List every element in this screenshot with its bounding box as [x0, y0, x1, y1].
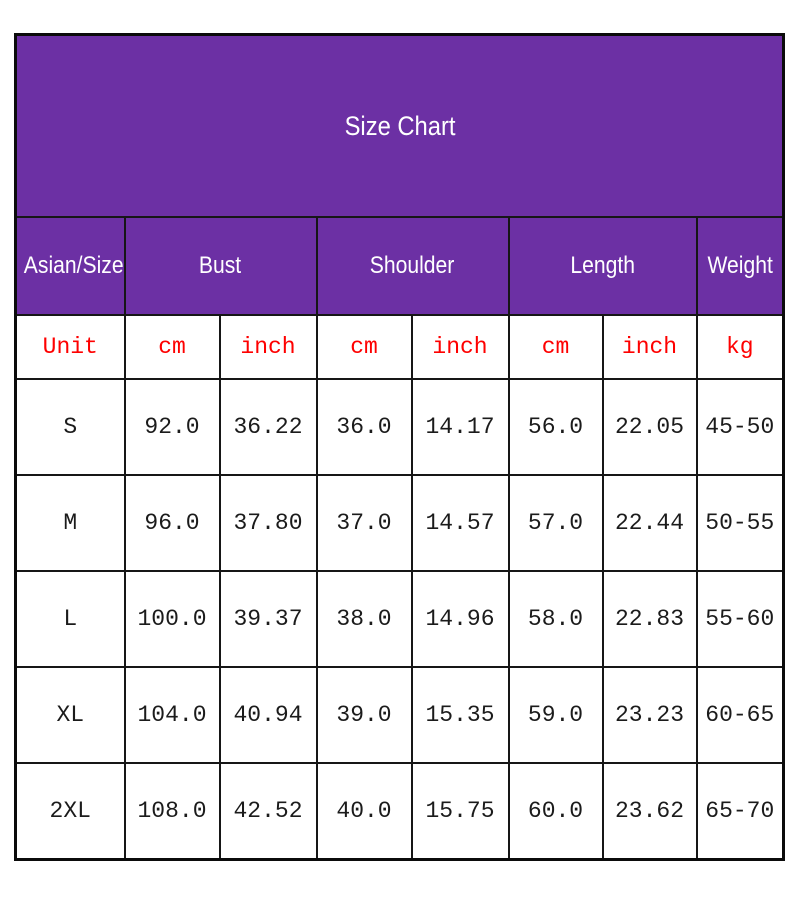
value-cell: 15.75	[410, 762, 510, 861]
value-cell: 36.0	[315, 378, 413, 476]
title-banner-cell: Size Chart	[14, 33, 785, 218]
value-cell: 14.96	[410, 570, 510, 668]
size-cell: L	[14, 570, 126, 668]
value-cell: 56.0	[507, 378, 604, 476]
value-cell: 92.0	[123, 378, 221, 476]
group-header-row: Asian/Size Bust Shoulder Length Weight	[14, 216, 785, 316]
unit-cell: kg	[695, 314, 785, 380]
unit-cell: inch	[410, 314, 510, 380]
value-cell: 60.0	[507, 762, 604, 861]
table-row-l: L 100.0 39.37 38.0 14.96 58.0 22.83 55-6…	[14, 570, 785, 668]
unit-row: Unit cm inch cm inch cm inch kg	[14, 314, 785, 380]
header-bust: Bust	[123, 216, 318, 316]
header-length: Length	[507, 216, 698, 316]
header-weight-label: Weight	[707, 252, 773, 279]
table-row-m: M 96.0 37.80 37.0 14.57 57.0 22.44 50-55	[14, 474, 785, 572]
value-cell: 59.0	[507, 666, 604, 764]
value-cell: 104.0	[123, 666, 221, 764]
size-cell: XL	[14, 666, 126, 764]
header-asian-size: Asian/Size	[14, 216, 126, 316]
header-asian-size-label: Asian/Size	[23, 252, 124, 279]
value-cell: 96.0	[123, 474, 221, 572]
value-cell: 58.0	[507, 570, 604, 668]
value-cell: 108.0	[123, 762, 221, 861]
value-cell: 37.80	[218, 474, 318, 572]
unit-cell: cm	[123, 314, 221, 380]
header-bust-label: Bust	[199, 252, 242, 279]
value-cell: 40.94	[218, 666, 318, 764]
unit-cell: cm	[507, 314, 604, 380]
value-cell: 42.52	[218, 762, 318, 861]
title-banner-row: Size Chart	[14, 33, 785, 218]
unit-cell: inch	[218, 314, 318, 380]
value-cell: 23.62	[601, 762, 698, 861]
value-cell: 14.57	[410, 474, 510, 572]
value-cell: 50-55	[695, 474, 785, 572]
header-shoulder-label: Shoulder	[370, 252, 455, 279]
header-shoulder: Shoulder	[315, 216, 510, 316]
value-cell: 55-60	[695, 570, 785, 668]
size-chart-table: Size Chart Asian/Size Bust Shoulder Leng…	[14, 33, 786, 861]
value-cell: 40.0	[315, 762, 413, 861]
value-cell: 22.44	[601, 474, 698, 572]
size-cell: 2XL	[14, 762, 126, 861]
value-cell: 22.05	[601, 378, 698, 476]
value-cell: 39.37	[218, 570, 318, 668]
page-title: Size Chart	[344, 110, 455, 141]
value-cell: 100.0	[123, 570, 221, 668]
size-cell: S	[14, 378, 126, 476]
value-cell: 57.0	[507, 474, 604, 572]
value-cell: 65-70	[695, 762, 785, 861]
value-cell: 36.22	[218, 378, 318, 476]
value-cell: 37.0	[315, 474, 413, 572]
header-weight: Weight	[695, 216, 785, 316]
value-cell: 39.0	[315, 666, 413, 764]
value-cell: 23.23	[601, 666, 698, 764]
table-row-2xl: 2XL 108.0 42.52 40.0 15.75 60.0 23.62 65…	[14, 762, 785, 861]
value-cell: 22.83	[601, 570, 698, 668]
unit-cell: cm	[315, 314, 413, 380]
value-cell: 15.35	[410, 666, 510, 764]
table-row-xl: XL 104.0 40.94 39.0 15.35 59.0 23.23 60-…	[14, 666, 785, 764]
value-cell: 14.17	[410, 378, 510, 476]
unit-cell: Unit	[14, 314, 126, 380]
value-cell: 60-65	[695, 666, 785, 764]
header-length-label: Length	[570, 252, 635, 279]
value-cell: 38.0	[315, 570, 413, 668]
unit-cell: inch	[601, 314, 698, 380]
size-cell: M	[14, 474, 126, 572]
table-row-s: S 92.0 36.22 36.0 14.17 56.0 22.05 45-50	[14, 378, 785, 476]
value-cell: 45-50	[695, 378, 785, 476]
